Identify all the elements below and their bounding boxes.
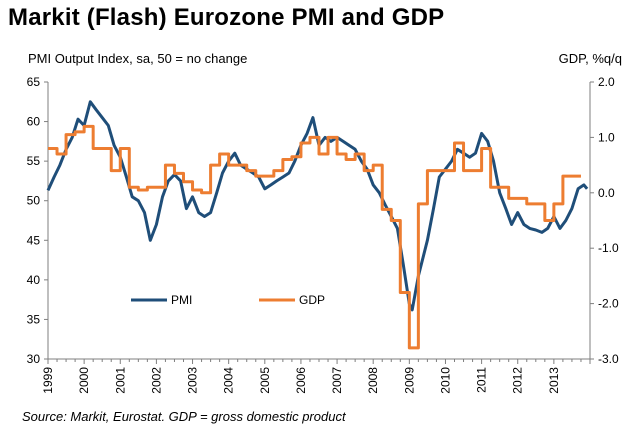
x-tick-label: 2013 xyxy=(547,367,561,394)
x-tick-label: 2005 xyxy=(258,367,272,394)
x-tick-label: 2011 xyxy=(475,367,489,393)
right-tick-label: -2.0 xyxy=(598,297,619,311)
left-tick-label: 60 xyxy=(27,115,41,129)
series-lines xyxy=(46,100,589,350)
x-tick-label: 2007 xyxy=(330,367,344,394)
source-note: Source: Markit, Eurostat. GDP = gross do… xyxy=(22,409,346,424)
right-tick-label: -3.0 xyxy=(598,352,619,366)
x-tick-label: 2012 xyxy=(511,367,525,394)
x-tick-label: 2008 xyxy=(366,367,380,394)
left-tick-label: 30 xyxy=(27,352,41,366)
right-tick-label: -1.0 xyxy=(598,241,619,255)
x-tick-label: 2003 xyxy=(186,367,200,394)
left-tick-label: 50 xyxy=(27,194,41,208)
left-axis-title: PMI Output Index, sa, 50 = no change xyxy=(28,51,248,66)
series-line-gdp xyxy=(48,124,581,350)
legend-label-pmi: PMI xyxy=(171,293,192,307)
x-tick-label: 2006 xyxy=(294,367,308,394)
legend-label-gdp: GDP xyxy=(299,293,325,307)
x-tick-label: 2004 xyxy=(222,367,236,394)
left-tick-label: 55 xyxy=(27,154,41,168)
chart-title: Markit (Flash) Eurozone PMI and GDP xyxy=(8,4,445,31)
x-tick-label: 1999 xyxy=(41,367,55,394)
right-tick-label: 0.0 xyxy=(598,186,615,200)
axes: 65 60 55 50 45 40 35 30 2.0 1.0 0.0 -1.0 -2.0 -3.0 199… xyxy=(27,75,619,394)
x-tick-label: 2010 xyxy=(438,367,452,394)
right-tick-label: 1.0 xyxy=(598,130,615,144)
x-tick-label: 2001 xyxy=(113,367,127,394)
series-line-pmi xyxy=(46,100,589,312)
right-axis-title: GDP, %q/q xyxy=(558,51,622,66)
x-tick-label: 2002 xyxy=(149,367,163,394)
left-tick-label: 65 xyxy=(27,75,41,89)
right-tick-label: 2.0 xyxy=(598,75,615,89)
x-tick-label: 2000 xyxy=(77,367,91,394)
x-tick-label: 2009 xyxy=(402,367,416,394)
left-tick-label: 40 xyxy=(27,273,41,287)
left-tick-label: 45 xyxy=(27,233,41,247)
legend: PMI GDP xyxy=(131,293,325,307)
left-tick-label: 35 xyxy=(27,312,41,326)
